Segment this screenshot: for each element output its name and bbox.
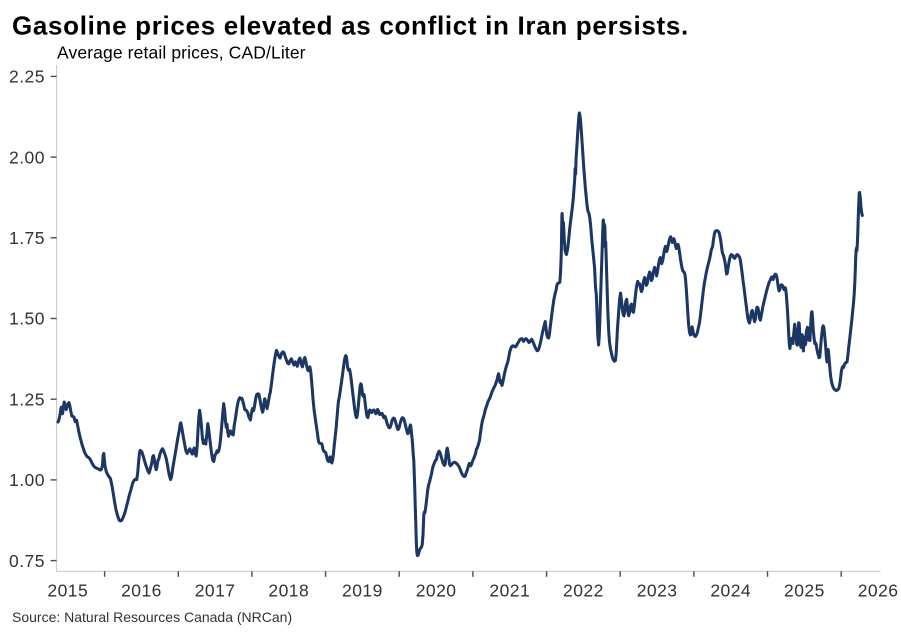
svg-text:Gasoline prices elevated as co: Gasoline prices elevated as conflict in … (12, 10, 689, 40)
svg-text:2025: 2025 (784, 581, 825, 601)
svg-text:2023: 2023 (637, 581, 678, 601)
svg-text:1.25: 1.25 (9, 389, 45, 409)
svg-text:Average retail prices, CAD/Lit: Average retail prices, CAD/Liter (57, 42, 306, 62)
svg-text:2021: 2021 (489, 581, 530, 601)
svg-text:2018: 2018 (268, 581, 309, 601)
svg-text:1.50: 1.50 (9, 309, 45, 329)
svg-text:2016: 2016 (121, 581, 162, 601)
svg-text:1.75: 1.75 (9, 228, 45, 248)
svg-text:1.00: 1.00 (9, 470, 45, 490)
svg-text:2017: 2017 (195, 581, 236, 601)
svg-text:2.00: 2.00 (9, 147, 45, 167)
svg-text:2019: 2019 (342, 581, 383, 601)
svg-text:2024: 2024 (710, 581, 751, 601)
svg-text:2.25: 2.25 (9, 67, 45, 87)
svg-text:2020: 2020 (416, 581, 457, 601)
svg-text:2026: 2026 (858, 581, 899, 601)
svg-text:Source: Natural Resources Cana: Source: Natural Resources Canada (NRCan) (12, 609, 292, 625)
svg-text:0.75: 0.75 (9, 551, 45, 571)
svg-text:2022: 2022 (563, 581, 604, 601)
svg-text:2015: 2015 (47, 581, 88, 601)
